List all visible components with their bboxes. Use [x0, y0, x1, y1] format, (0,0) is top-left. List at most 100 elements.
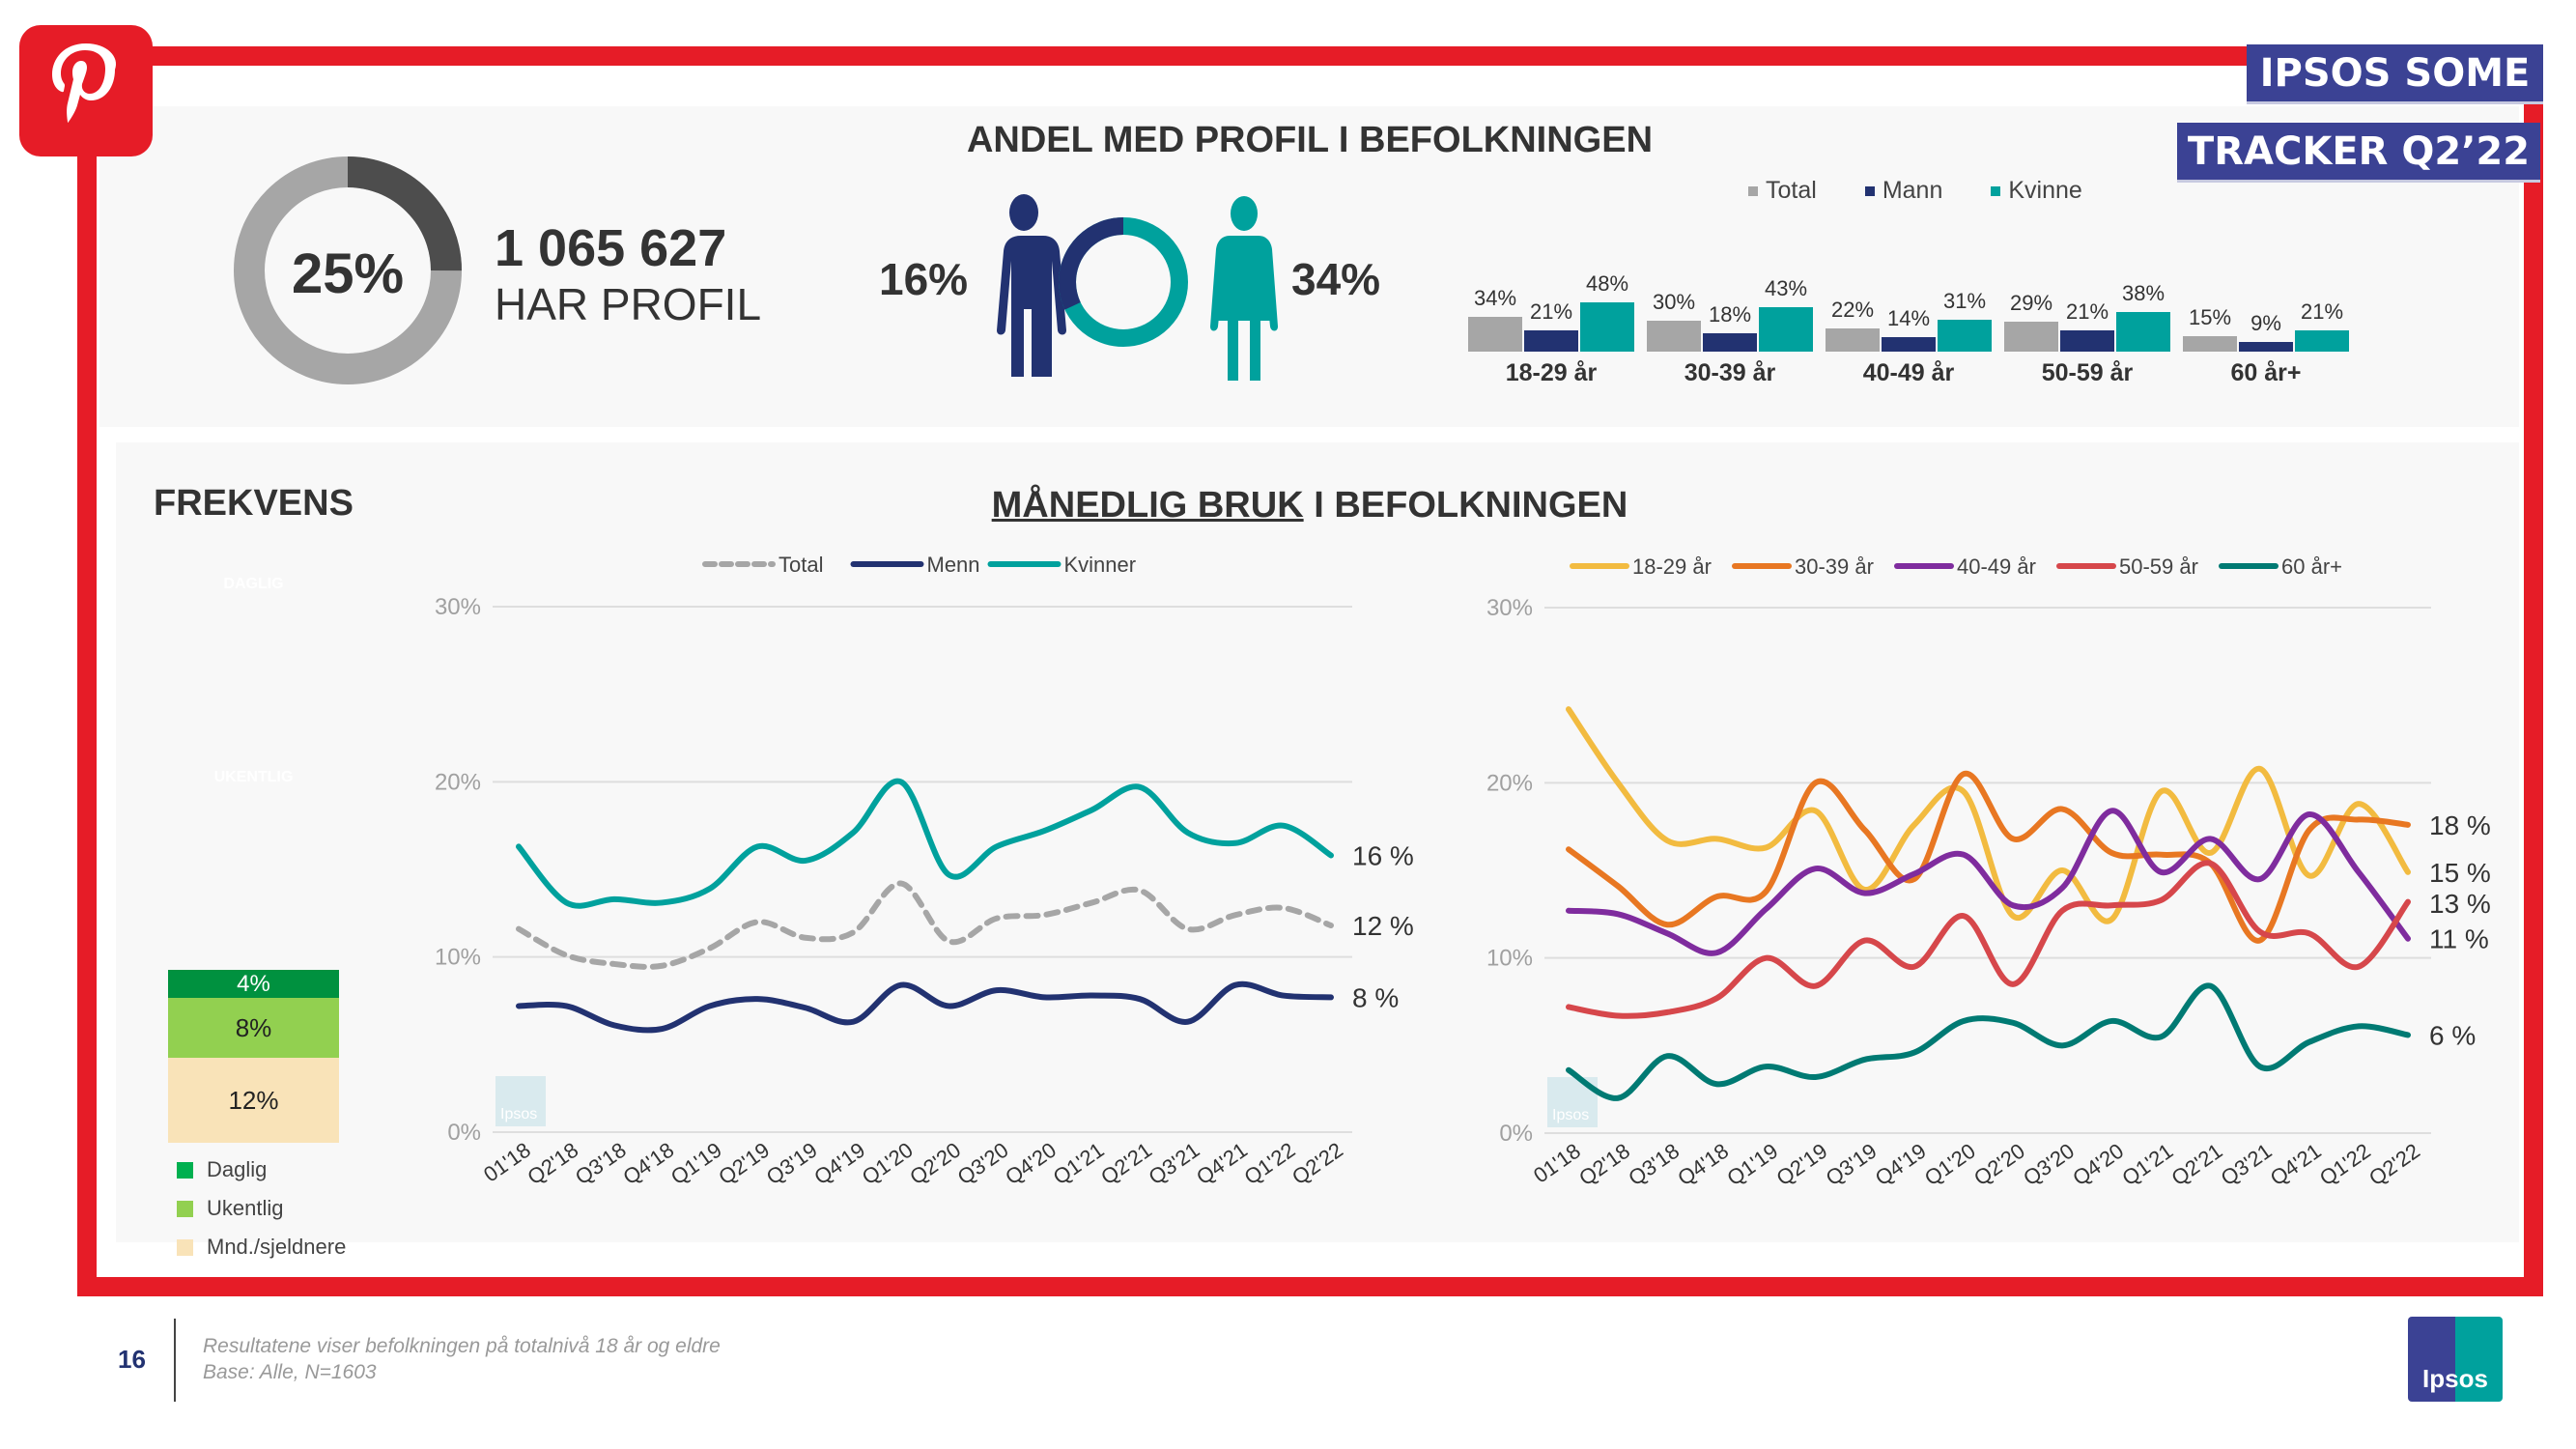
tracker-tag-line1: IPSOS SOME [2247, 44, 2543, 104]
bar-value-label: 48% [1585, 270, 1629, 296]
x-tick-label: Q1'20 [1920, 1139, 1980, 1191]
ipsos-logo: Ipsos [2408, 1317, 2503, 1402]
age-bar-chart: 34% 21% 48% 18-29 år 30% 18% 43% 30-39 år 22% 14%… [1468, 222, 2386, 386]
series-end-label: 13 % [2429, 889, 2491, 919]
bar-kvinne [2295, 329, 2349, 352]
x-tick-label: Q4'19 [1871, 1139, 1931, 1191]
ipsos-watermark-text: Ipsos [1552, 1107, 1589, 1123]
bar-value-label: 30% [1652, 289, 1696, 314]
bar-kvinne [1938, 319, 1992, 352]
bar-value-label: 43% [1764, 276, 1808, 300]
x-tick-label: Q2'18 [523, 1138, 582, 1190]
legend-label: Mnd./sjeldnere [207, 1235, 347, 1259]
x-tick-label: Q3'18 [1624, 1139, 1684, 1191]
x-tick-label: Q3'21 [2217, 1139, 2277, 1191]
series-end-label: 18 % [2429, 810, 2491, 840]
profile-title: ANDEL MED PROFIL I BEFOLKNINGEN [966, 120, 1654, 160]
bar-legend: Total Mann Kvinne [1748, 177, 2082, 205]
legend-swatch [177, 1200, 193, 1217]
legend-swatch [1864, 185, 1875, 196]
ghost-label-daglig: DAGLIG [223, 576, 284, 592]
series-end-label: 8 % [1352, 982, 1399, 1012]
series-line-total [516, 880, 1334, 970]
x-tick-label: Q3'20 [953, 1138, 1013, 1190]
pinterest-logo-icon [19, 25, 153, 156]
bar-mann [2060, 329, 2114, 352]
series-line-30-39-r [1566, 771, 2411, 944]
series-end-label: 6 % [2429, 1020, 2476, 1050]
bar-value-label: 21% [1529, 298, 1573, 324]
bar-kvinne [1580, 301, 1634, 352]
women-percent: 34% [1291, 254, 1381, 304]
legend-label: 40-49 år [1957, 554, 2036, 579]
monthly-title: MÅNEDLIG BRUK I BEFOLKNINGEN [0, 485, 2576, 526]
bar-total [1468, 316, 1522, 352]
y-tick-label: 0% [1499, 1121, 1533, 1147]
bar-value-label: 29% [2009, 290, 2053, 315]
series-line-40-49-r [1566, 808, 2411, 956]
x-tick-label: Q1'22 [1240, 1138, 1300, 1190]
slide-frame [77, 46, 2543, 1296]
profile-count: 1 065 627 [495, 219, 727, 277]
legend-swatch [1748, 185, 1758, 196]
segment-maanedlig: 12% [168, 1058, 339, 1143]
segment-ukentlig: 8% [168, 998, 339, 1058]
y-tick-label: 30% [1486, 595, 1533, 621]
series-line-18-29-r [1566, 706, 2411, 924]
footer-note: Resultatene viser befolkningen på totaln… [203, 1335, 721, 1357]
legend-label: Kvinne [2008, 177, 2082, 204]
bar-mann [1882, 337, 1936, 352]
bar-value-label: 34% [1473, 285, 1517, 310]
x-tick-label: Q2'22 [2364, 1139, 2424, 1191]
legend-label: 60 år+ [2281, 554, 2342, 579]
x-tick-label: Q1'19 [666, 1138, 726, 1190]
monthly-title-underlined: MÅNEDLIG BRUK [991, 485, 1304, 526]
x-tick-label: Q2'19 [1772, 1139, 1832, 1191]
y-tick-label: 30% [435, 594, 481, 620]
x-tick-label: Q2'19 [714, 1138, 774, 1190]
bar-category-label: 60 år+ [2230, 359, 2302, 386]
bar-value-label: 18% [1708, 301, 1752, 327]
frequency-legend: Daglig Ukentlig Mnd./sjeldnere [177, 1157, 346, 1260]
footer-base: Base: Alle, N=1603 [203, 1361, 377, 1383]
legend-label: 50-59 år [2119, 554, 2198, 579]
series-end-label: 16 % [1352, 840, 1414, 870]
woman-icon [1210, 196, 1278, 381]
page-number: 16 [118, 1345, 146, 1374]
legend-label: 18-29 år [1632, 554, 1712, 579]
bar-mann [1524, 329, 1578, 352]
profile-count-label: HAR PROFIL [495, 279, 762, 329]
bar-total [1826, 328, 1880, 352]
x-tick-label: Q4'21 [2266, 1139, 2326, 1191]
legend-swatch [1991, 185, 2001, 196]
bar-value-label: 14% [1886, 306, 1931, 331]
x-tick-label: Q2'20 [1969, 1139, 2029, 1191]
bar-kvinne [2116, 312, 2170, 352]
gender-line-chart: 0% 10% 20% 30% Ipsos 01'18Q2'18Q3'18Q4'18Q1'1… [435, 553, 1414, 1190]
x-tick-label: Q4'20 [1001, 1138, 1061, 1190]
frequency-stacked-bar: 4% 8% 12% [168, 970, 339, 1143]
legend-label: Kvinner [1064, 553, 1137, 577]
x-tick-label: Q1'21 [1049, 1138, 1109, 1190]
y-tick-label: 10% [1486, 946, 1533, 972]
x-tick-label: Q4'20 [2068, 1139, 2128, 1191]
donut-share-arc [234, 156, 462, 384]
legend-swatch [177, 1161, 193, 1179]
y-tick-label: 20% [1486, 770, 1533, 796]
gender-ring [1059, 217, 1188, 347]
x-tick-label: Q2'18 [1574, 1139, 1634, 1191]
legend-maanedlig: Mnd./sjeldnere [177, 1235, 346, 1260]
y-tick-label: 0% [447, 1120, 481, 1146]
bar-legend-item: Mann [1864, 177, 1942, 205]
legend-ukentlig: Ukentlig [177, 1196, 346, 1221]
legend-label: Daglig [207, 1157, 268, 1181]
bar-legend-item: Total [1748, 177, 1817, 205]
x-tick-label: Q3'20 [2019, 1139, 2079, 1191]
bar-kvinne [1759, 307, 1813, 352]
bar-value-label: 31% [1942, 288, 1987, 313]
x-tick-label: Q2'22 [1288, 1138, 1347, 1190]
donut-percent: 25% [291, 242, 405, 305]
bar-total [1647, 320, 1701, 352]
ghost-label-ukentlig: UKENTLIG [213, 769, 294, 785]
x-tick-label: 01'18 [479, 1138, 535, 1187]
